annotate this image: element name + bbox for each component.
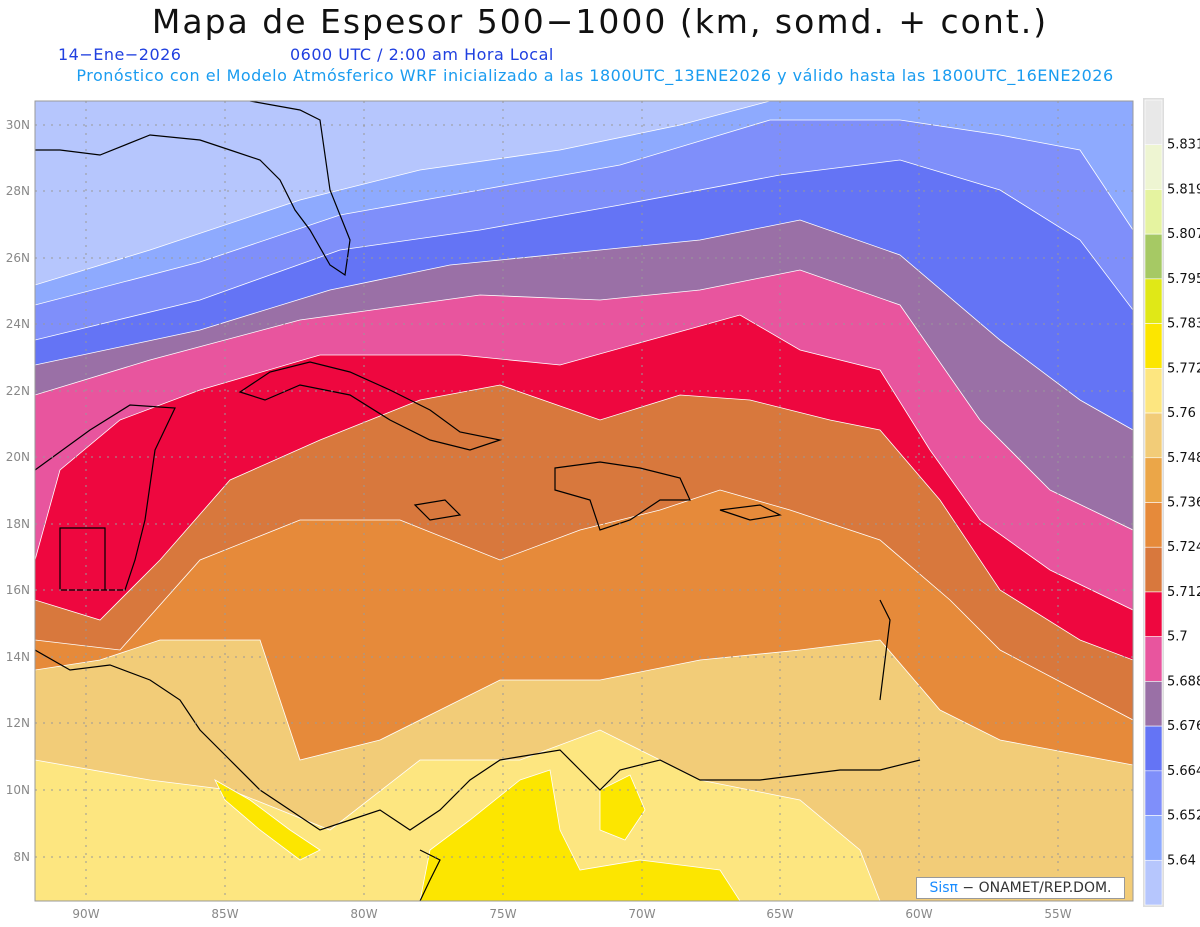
forecast-date: 14−Ene−2026 <box>58 45 182 64</box>
lat-tick-label: 14N <box>6 650 30 664</box>
lon-tick-label: 60W <box>905 907 932 921</box>
lat-tick-label: 28N <box>6 184 30 198</box>
colorbar-label: 5.64 <box>1167 853 1196 868</box>
lon-tick-label: 70W <box>628 907 655 921</box>
colorbar-swatch <box>1144 815 1163 861</box>
colorbar-label: 5.724 <box>1167 540 1200 555</box>
colorbar-swatch <box>1144 859 1163 906</box>
colorbar-swatch <box>1144 368 1163 414</box>
colorbar-label: 5.807 <box>1167 227 1200 242</box>
coastline <box>35 404 176 591</box>
coastline <box>413 499 462 521</box>
colorbar-label: 5.819 <box>1167 182 1200 197</box>
lat-tick-label: 24N <box>6 317 30 331</box>
lon-tick-label: 55W <box>1044 907 1071 921</box>
colorbar-swatch <box>1144 770 1163 816</box>
map-frame <box>34 100 1134 902</box>
model-description: Pronóstico con el Modelo Atmósferico WRF… <box>76 66 1114 85</box>
forecast-time: 0600 UTC / 2:00 am Hora Local <box>290 45 554 64</box>
lat-tick-label: 22N <box>6 384 30 398</box>
colorbar-swatch <box>1144 725 1163 772</box>
band <box>214 778 321 861</box>
lon-tick-label: 75W <box>489 907 516 921</box>
colorbar-label: 5.676 <box>1167 719 1200 734</box>
colorbar-swatch <box>1144 144 1163 190</box>
colorbar: 5.831 5.819 5.807 5.795 5.783 5.772 5.76 5.748 5… <box>1143 98 1200 907</box>
coastline <box>419 849 441 901</box>
band <box>599 774 646 841</box>
coastline <box>879 599 891 701</box>
colorbar-label: 5.795 <box>1167 272 1200 287</box>
lat-tick-label: 20N <box>6 450 30 464</box>
colorbar-label: 5.7 <box>1167 630 1188 645</box>
colorbar-label: 5.772 <box>1167 361 1200 376</box>
colorbar-swatch <box>1144 502 1163 548</box>
sispi-logo: Sisπ <box>929 880 958 896</box>
lon-tick-label: 80W <box>350 907 377 921</box>
colorbar-label: 5.712 <box>1167 585 1200 600</box>
lat-tick-label: 16N <box>6 583 30 597</box>
colorbar-swatch <box>1144 546 1163 593</box>
colorbar-swatch <box>1144 591 1163 637</box>
contour-bands <box>35 101 1133 901</box>
lon-tick-label: 85W <box>211 907 238 921</box>
band <box>35 101 771 286</box>
coastline <box>238 361 503 451</box>
colorbar-swatch <box>1144 233 1163 280</box>
lat-tick-label: 10N <box>6 783 30 797</box>
band <box>419 769 741 901</box>
credit-text: − ONAMET/REP.DOM. <box>957 880 1112 896</box>
lat-tick-label: 30N <box>6 118 30 132</box>
coastlines <box>35 101 921 901</box>
credit-box: Sisπ − ONAMET/REP.DOM. <box>916 877 1125 899</box>
colorbar-swatch <box>1144 323 1163 369</box>
colorbar-label: 5.76 <box>1167 406 1196 421</box>
coastline <box>719 504 782 521</box>
colorbar-label: 5.688 <box>1167 674 1200 689</box>
lat-tick-label: 26N <box>6 251 30 265</box>
lon-tick-label: 65W <box>766 907 793 921</box>
colorbar-label: 5.652 <box>1167 809 1200 824</box>
lat-tick-label: 12N <box>6 716 30 730</box>
colorbar-label: 5.783 <box>1167 317 1200 332</box>
lon-tick-label: 90W <box>72 907 99 921</box>
colorbar-label: 5.748 <box>1167 451 1200 466</box>
colorbar-label: 5.664 <box>1167 764 1200 779</box>
coastline <box>35 649 921 831</box>
colorbar-swatch <box>1144 457 1163 503</box>
coastline <box>35 101 351 277</box>
colorbar-swatch <box>1144 99 1163 146</box>
colorbar-swatch <box>1144 412 1163 459</box>
colorbar-label: 5.736 <box>1167 496 1200 511</box>
colorbar-swatch <box>1144 636 1163 682</box>
colorbar-swatch <box>1144 189 1163 235</box>
coastline <box>554 461 691 531</box>
map-title: Mapa de Espesor 500−1000 (km, somd. + co… <box>151 2 1049 41</box>
lat-tick-label: 18N <box>6 517 30 531</box>
colorbar-swatch <box>1144 681 1163 727</box>
colorbar-swatch <box>1144 278 1163 324</box>
gridlines <box>35 101 1133 901</box>
lat-tick-label: 8N <box>13 850 30 864</box>
colorbar-label: 5.831 <box>1167 138 1200 153</box>
